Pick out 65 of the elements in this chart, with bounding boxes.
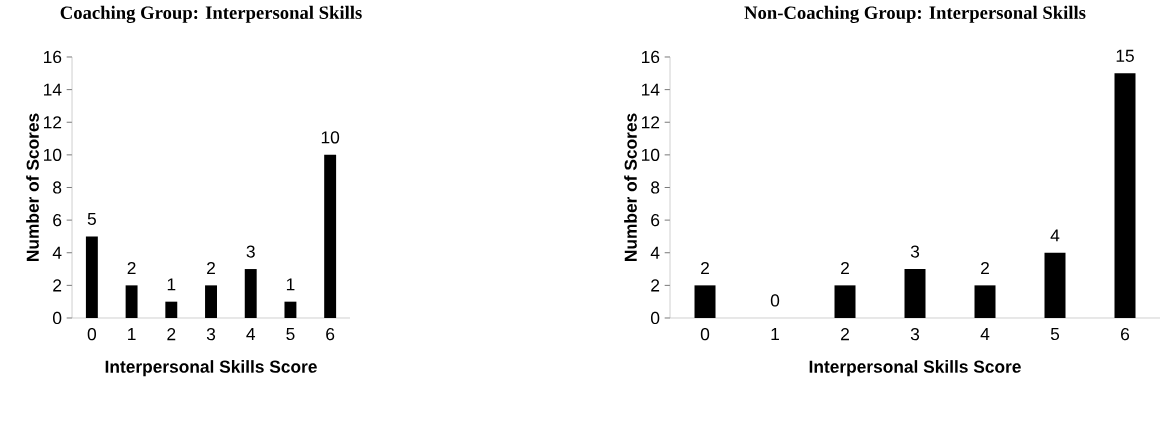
x-tick-label: 6 (1121, 328, 1130, 341)
y-tick-label: 8 (53, 181, 62, 194)
data-label: 5 (87, 212, 96, 226)
x-tick-label: 6 (326, 328, 335, 341)
y-tick-label: 14 (642, 83, 660, 96)
x-tick-label: 5 (1050, 328, 1060, 341)
x-axis-title: Interpersonal Skills Score (809, 360, 1021, 377)
chart-title: Coaching Group: Interpersonal Skills (60, 5, 362, 23)
y-tick-label: 0 (650, 311, 660, 325)
data-label: 3 (246, 245, 255, 258)
y-tick-label: 16 (642, 50, 660, 64)
data-label: 1 (286, 278, 295, 291)
chart-title: Non-Coaching Group: Interpersonal Skills (744, 5, 1086, 23)
bar (904, 269, 926, 318)
bar (834, 285, 856, 318)
data-label: 2 (207, 261, 215, 274)
bar (694, 285, 716, 318)
data-label: 2 (701, 261, 709, 274)
x-tick-label: 2 (841, 328, 849, 341)
data-label: 2 (127, 261, 136, 274)
bar (1044, 252, 1066, 318)
y-tick-label: 4 (52, 246, 62, 259)
data-label: 3 (910, 245, 920, 258)
x-tick-label: 5 (286, 328, 295, 341)
x-tick-label: 0 (700, 328, 710, 341)
y-tick-label: 10 (44, 148, 62, 161)
y-tick-label: 12 (642, 116, 660, 129)
y-tick-label: 14 (44, 83, 62, 96)
x-tick-label: 1 (771, 328, 779, 340)
y-tick-label: 6 (651, 213, 660, 227)
bar (1114, 73, 1136, 318)
bar (974, 285, 996, 318)
data-label: 1 (167, 278, 176, 291)
y-tick-label: 4 (650, 246, 660, 259)
data-label: 15 (1116, 49, 1134, 62)
x-tick-label: 2 (167, 328, 176, 341)
y-tick-label: 12 (44, 116, 62, 129)
y-axis-title: Number of Scores (624, 113, 637, 261)
y-tick-label: 6 (53, 213, 62, 227)
bar (284, 301, 297, 318)
data-label: 0 (770, 294, 780, 307)
data-label: 2 (981, 261, 989, 274)
x-axis-title: Interpersonal Skills Score (105, 360, 317, 377)
y-tick-label: 2 (53, 279, 62, 292)
bar (165, 301, 178, 318)
data-label: 2 (841, 261, 849, 274)
y-axis-title: Number of Scores (26, 113, 39, 261)
y-tick-label: 2 (651, 279, 660, 292)
y-tick-label: 0 (53, 311, 62, 325)
y-tick-label: 8 (651, 181, 660, 194)
data-label: 10 (321, 131, 340, 144)
x-tick-label: 3 (206, 328, 216, 341)
data-label: 4 (1050, 229, 1060, 242)
x-tick-label: 1 (128, 328, 136, 340)
y-tick-label: 10 (642, 148, 660, 161)
bar (244, 269, 257, 318)
bar (125, 285, 138, 318)
bar (205, 285, 217, 318)
bar (85, 236, 98, 318)
x-tick-label: 3 (910, 328, 920, 341)
x-tick-label: 4 (246, 328, 256, 340)
x-tick-label: 0 (87, 328, 97, 341)
bar (324, 154, 337, 318)
x-tick-label: 4 (980, 328, 990, 340)
y-tick-label: 16 (44, 50, 62, 64)
